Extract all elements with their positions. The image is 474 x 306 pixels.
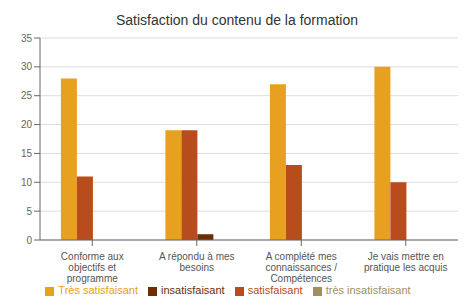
svg-text:15: 15 <box>21 148 33 159</box>
svg-text:25: 25 <box>21 90 33 101</box>
svg-text:5: 5 <box>26 206 32 217</box>
svg-text:Conforme auxobjectifs etprogra: Conforme auxobjectifs etprogramme <box>61 251 124 284</box>
svg-text:35: 35 <box>21 33 33 44</box>
svg-text:30: 30 <box>21 61 33 72</box>
svg-text:20: 20 <box>21 119 33 130</box>
svg-text:Je vais mettre enpratique les: Je vais mettre enpratique les acquis <box>364 251 447 273</box>
svg-text:A complété mesconnaissances /C: A complété mesconnaissances /Compétences <box>265 251 337 284</box>
html-text:Satisfaction du contenu de la: Satisfaction du contenu de la formation <box>116 12 358 28</box>
html-text:Très satisfaisant: Très satisfaisant <box>58 284 138 296</box>
html-text:satisfaisant: satisfaisant <box>247 284 303 296</box>
svg-text:0: 0 <box>26 235 32 246</box>
html-text:très insatisfaisant: très insatisfaisant <box>325 284 411 296</box>
svg-text:10: 10 <box>21 177 33 188</box>
html-text:insatisfaisant: insatisfaisant <box>161 284 225 296</box>
svg-text:A répondu à mesbesoins: A répondu à mesbesoins <box>159 251 235 273</box>
